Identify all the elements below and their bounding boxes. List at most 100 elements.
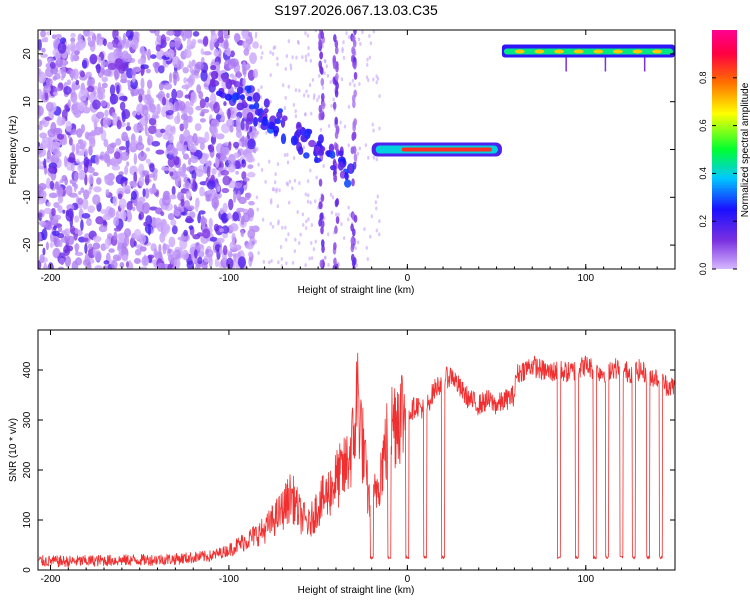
noise-blob xyxy=(330,103,333,108)
noise-blob xyxy=(365,245,368,250)
streak-blob xyxy=(320,226,324,235)
noise-blob xyxy=(199,118,207,123)
noise-blob xyxy=(304,54,308,59)
noise-blob xyxy=(271,224,275,229)
noise-blob xyxy=(43,85,52,93)
noise-blob xyxy=(161,106,168,118)
noise-blob xyxy=(55,150,62,158)
noise-blob xyxy=(41,47,46,53)
noise-blob xyxy=(74,215,80,223)
noise-blob xyxy=(271,51,275,56)
noise-blob xyxy=(127,79,131,88)
noise-blob xyxy=(80,219,84,231)
chirp-blob xyxy=(314,155,319,164)
chirp-blob xyxy=(210,64,217,71)
noise-blob xyxy=(180,113,188,121)
noise-blob xyxy=(198,210,206,215)
noise-blob xyxy=(46,201,51,207)
noise-blob xyxy=(195,105,202,111)
noise-blob xyxy=(298,181,301,186)
chirp-blob xyxy=(221,73,229,83)
chirp-blob xyxy=(308,139,317,148)
noise-blob xyxy=(347,205,350,210)
noise-blob xyxy=(174,40,181,48)
noise-blob xyxy=(200,69,208,82)
noise-blob xyxy=(269,99,272,104)
noise-blob xyxy=(219,246,223,255)
noise-blob xyxy=(253,68,259,79)
noise-blob xyxy=(181,249,189,261)
noise-blob xyxy=(142,188,146,198)
noise-blob xyxy=(226,257,234,269)
noise-blob xyxy=(294,237,297,242)
noise-blob xyxy=(183,229,188,237)
noise-blob xyxy=(92,242,101,250)
noise-blob xyxy=(168,236,176,248)
noise-blob xyxy=(101,82,108,89)
noise-blob xyxy=(347,143,350,148)
noise-blob xyxy=(356,240,360,245)
noise-blob xyxy=(276,56,279,61)
noise-blob xyxy=(183,144,187,152)
noise-blob xyxy=(66,79,72,86)
noise-blob xyxy=(298,88,301,93)
spectrogram-ytick-label: -20 xyxy=(22,237,33,252)
noise-blob xyxy=(229,58,239,68)
chirp-blob xyxy=(296,121,302,129)
noise-blob xyxy=(63,86,72,95)
streak-blob xyxy=(350,244,355,253)
noise-blob xyxy=(365,75,369,80)
noise-blob xyxy=(70,52,75,63)
noise-blob xyxy=(356,151,360,156)
noise-blob xyxy=(109,84,116,96)
noise-blob xyxy=(40,190,47,199)
chirp-blob xyxy=(273,125,280,134)
noise-blob xyxy=(158,243,162,254)
streak-blob xyxy=(335,72,339,81)
noise-blob xyxy=(358,81,361,86)
noise-blob xyxy=(186,37,192,49)
noise-blob xyxy=(216,158,220,165)
noise-blob xyxy=(57,41,67,54)
noise-blob xyxy=(117,233,126,241)
noise-blob xyxy=(38,68,41,76)
noise-blob xyxy=(337,212,340,217)
noise-blob xyxy=(137,88,145,96)
noise-blob xyxy=(339,120,342,125)
chirp-blob xyxy=(253,116,258,127)
noise-blob xyxy=(285,261,288,266)
streak-blob xyxy=(335,64,339,73)
noise-blob xyxy=(96,177,102,185)
noise-blob xyxy=(57,226,63,233)
noise-blob xyxy=(173,258,181,269)
noise-blob xyxy=(340,77,344,82)
noise-blob xyxy=(103,68,112,77)
noise-blob xyxy=(325,64,329,69)
chirp-blob xyxy=(261,118,269,127)
noise-blob xyxy=(78,161,83,169)
noise-blob xyxy=(309,58,313,63)
noise-blob xyxy=(171,88,177,101)
noise-blob xyxy=(224,47,231,56)
noise-blob xyxy=(74,243,80,251)
noise-blob xyxy=(222,202,228,213)
noise-blob xyxy=(138,93,143,103)
noise-blob xyxy=(120,71,128,84)
noise-blob xyxy=(375,206,378,211)
noise-blob xyxy=(329,80,332,85)
noise-blob xyxy=(59,257,65,265)
noise-blob xyxy=(38,71,47,84)
chirp-blob xyxy=(328,143,335,153)
noise-blob xyxy=(123,52,132,63)
noise-blob xyxy=(75,158,80,164)
noise-blob xyxy=(272,45,275,50)
snr-ylabel: SNR (10 * v/v) xyxy=(8,418,19,482)
noise-blob xyxy=(302,145,306,150)
noise-blob xyxy=(132,206,136,212)
noise-blob xyxy=(110,142,117,149)
noise-blob xyxy=(162,96,167,106)
noise-blob xyxy=(120,151,130,161)
noise-blob xyxy=(304,226,308,231)
noise-blob xyxy=(82,237,89,242)
